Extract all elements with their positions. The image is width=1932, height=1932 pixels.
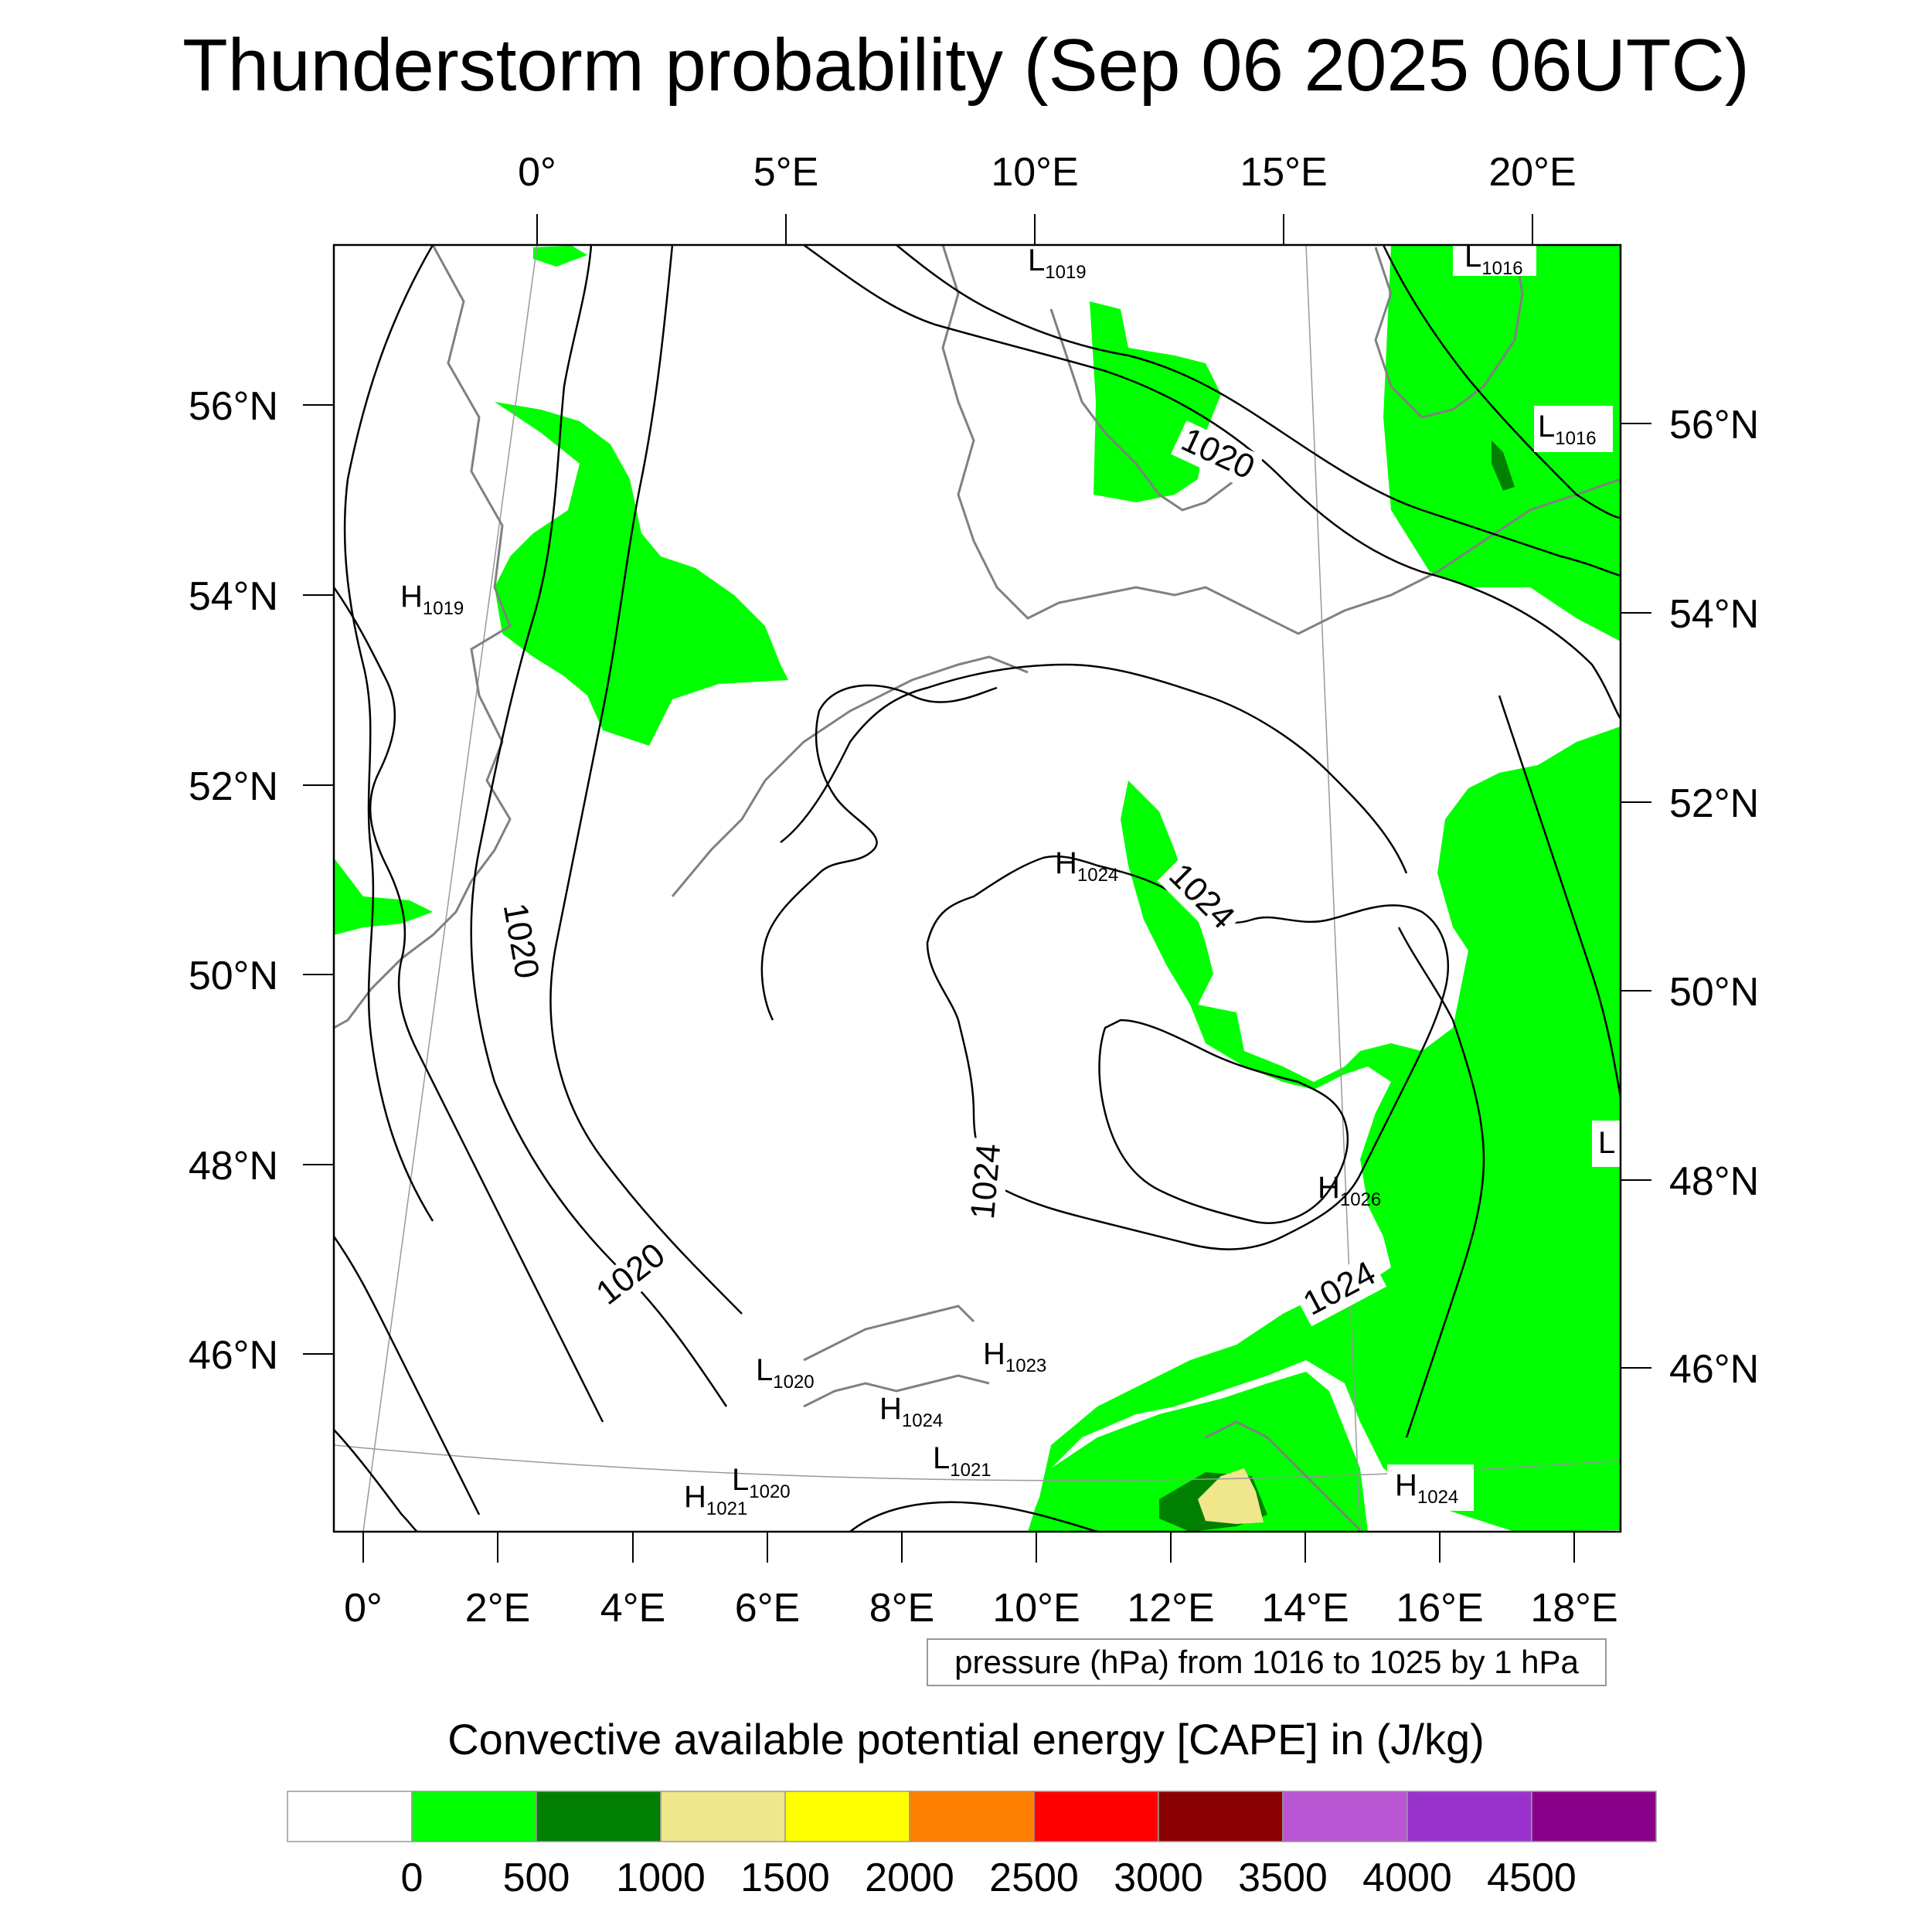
colorbar-swatch [411, 1791, 537, 1842]
colorbar-swatch [1158, 1791, 1284, 1842]
map-frame [332, 243, 1622, 1533]
pressure-center-high: H1023 [983, 1337, 1046, 1376]
cape-area-north-sea [495, 402, 788, 746]
colorbar-swatch [1531, 1791, 1657, 1842]
left-axis [303, 404, 334, 1355]
pressure-centers: L1019 L1016 L1016 H1019 H1024 H1026 L H1… [400, 240, 1621, 1519]
bottom-axis-label: 10°E [992, 1586, 1080, 1631]
colorbar-swatch [287, 1791, 413, 1842]
cape-area-uk-west [334, 858, 433, 935]
colorbar-swatch [1282, 1791, 1408, 1842]
cape-area-denmark [1090, 301, 1221, 502]
top-axis-labels: 0° 5°E 10°E 15°E 20°E [518, 150, 1577, 195]
bottom-axis-label: 16°E [1396, 1586, 1483, 1631]
bottom-axis-label: 4°E [600, 1586, 665, 1631]
left-axis-label: 56°N [189, 384, 278, 429]
pressure-center-high: H1021 [684, 1480, 747, 1519]
right-axis-label: 46°N [1669, 1347, 1759, 1392]
left-axis-label: 52°N [189, 764, 278, 809]
colorbar-tick-label: 500 [503, 1855, 570, 1900]
pressure-center-low: L1019 [1028, 243, 1087, 283]
colorbar-swatch [909, 1791, 1035, 1842]
bottom-axis-label: 12°E [1127, 1586, 1214, 1631]
pressure-center-high: H1024 [879, 1392, 943, 1431]
pressure-center-high: H1019 [400, 580, 464, 619]
right-axis-label: 48°N [1669, 1159, 1759, 1204]
left-axis-labels: 56°N 54°N 52°N 50°N 48°N 46°N [189, 384, 278, 1378]
right-axis-labels: 56°N 54°N 52°N 50°N 48°N 46°N [1669, 403, 1759, 1392]
colorbar: 0 500 1000 1500 2000 2500 3000 3500 4000 4500 [287, 1791, 1657, 1900]
pressure-center-low: L [1598, 1126, 1615, 1160]
isobar-info-box: pressure (hPa) from 1016 to 1025 by 1 hP… [927, 1638, 1607, 1686]
colorbar-tick-label: 3000 [1114, 1855, 1203, 1900]
pressure-center-low: L1020 [732, 1463, 791, 1502]
colorbar-tick-label: 1500 [740, 1855, 830, 1900]
colorbar-swatch [1033, 1791, 1159, 1842]
pressure-center-high: H1024 [1395, 1468, 1458, 1508]
left-axis-label: 48°N [189, 1144, 278, 1189]
left-axis-label: 46°N [189, 1333, 278, 1378]
cape-shading [334, 246, 1621, 1532]
top-axis-label: 5°E [753, 150, 818, 195]
right-axis-label: 50°N [1669, 970, 1759, 1015]
bottom-axis [362, 1532, 1575, 1563]
cape-area-central-europe [1036, 726, 1621, 1532]
colorbar-tick-label: 2500 [989, 1855, 1079, 1900]
pressure-center-high: H1026 [1318, 1171, 1381, 1210]
colorbar-tick-label: 3500 [1238, 1855, 1328, 1900]
cape-area-darkgreen-1 [1492, 440, 1515, 491]
bottom-axis-label: 6°E [735, 1586, 800, 1631]
cape-area-khaki [1198, 1468, 1264, 1524]
top-axis-label: 15°E [1240, 150, 1327, 195]
colorbar-tick-label: 1000 [616, 1855, 706, 1900]
cape-area-alps-south [1028, 1372, 1368, 1532]
colorbar-tick-label: 4000 [1362, 1855, 1452, 1900]
pressure-center-low: L1016 [1464, 240, 1523, 279]
right-axis [1621, 423, 1651, 1369]
top-axis-label: 20°E [1488, 150, 1576, 195]
colorbar-swatch [1406, 1791, 1532, 1842]
right-axis-label: 52°N [1669, 781, 1759, 826]
contour-label: 1020 [496, 900, 546, 981]
pressure-center-low: L1020 [756, 1353, 815, 1393]
bottom-axis-label: 0° [344, 1586, 383, 1631]
top-axis-label: 0° [518, 150, 556, 195]
colorbar-swatch [784, 1791, 910, 1842]
contour-label: 1024 [964, 1142, 1008, 1221]
map-plot-area: L1019 L1016 L1016 H1019 H1024 H1026 L H1… [334, 240, 1621, 1532]
contour-labels: 1020 1024 1020 1024 1020 1024 [493, 420, 1387, 1327]
isobars [334, 245, 1621, 1532]
bottom-axis-label: 2°E [465, 1586, 530, 1631]
colorbar-title: Convective available potential energy [C… [447, 1715, 1485, 1764]
pressure-center-low: L1021 [933, 1441, 992, 1481]
colorbar-tick-label: 0 [401, 1855, 423, 1900]
colorbar-swatch [660, 1791, 786, 1842]
left-axis-label: 50°N [189, 954, 278, 998]
pressure-center-low: L1016 [1538, 410, 1597, 449]
colorbar-tick-label: 4500 [1487, 1855, 1577, 1900]
top-axis [536, 214, 1533, 245]
right-axis-label: 56°N [1669, 403, 1759, 447]
pressure-center-high: H1024 [1055, 846, 1118, 886]
right-axis-label: 54°N [1669, 592, 1759, 637]
bottom-axis-label: 8°E [869, 1586, 934, 1631]
colorbar-tick-label: 2000 [865, 1855, 954, 1900]
top-axis-label: 10°E [991, 150, 1078, 195]
bottom-axis-label: 18°E [1530, 1586, 1617, 1631]
left-axis-label: 54°N [189, 574, 278, 619]
bottom-axis-labels: 0° 2°E 4°E 6°E 8°E 10°E 12°E 14°E 16°E 1… [344, 1586, 1618, 1631]
colorbar-swatch [536, 1791, 662, 1842]
chart-title: Thunderstorm probability (Sep 06 2025 06… [182, 24, 1750, 107]
cape-area-north-sea-top [533, 246, 587, 267]
bottom-axis-label: 14°E [1261, 1586, 1349, 1631]
